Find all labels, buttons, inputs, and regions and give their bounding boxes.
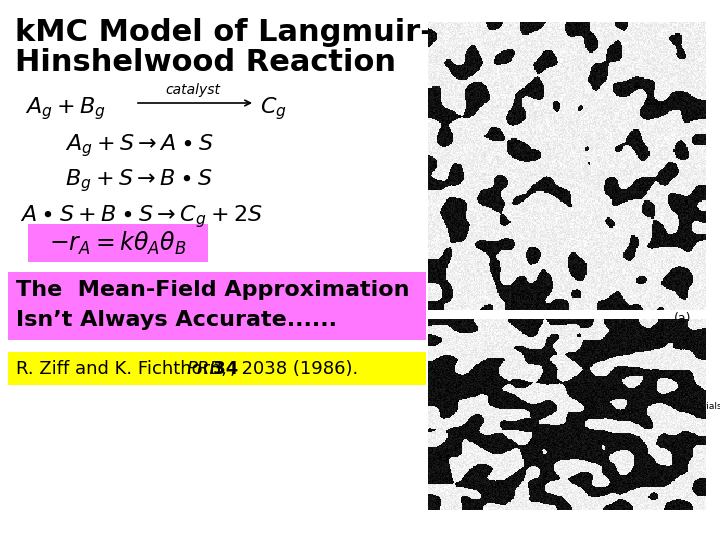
Text: $A_g + B_g$: $A_g + B_g$ <box>25 95 106 122</box>
Text: kMC Model of Langmuir-: kMC Model of Langmuir- <box>15 18 433 47</box>
Text: FIG. 1.  A representation of the adsorbed A (a) and B (b)
molecules on a 1024×10: FIG. 1. A representation of the adsorbed… <box>432 392 720 422</box>
Text: catalyst: catalyst <box>166 83 220 97</box>
Text: $-r_A = k\theta_A\theta_B$: $-r_A = k\theta_A\theta_B$ <box>49 230 186 256</box>
Text: , 2038 (1986).: , 2038 (1986). <box>230 360 358 377</box>
Text: $B_g + S \rightarrow B \bullet S$: $B_g + S \rightarrow B \bullet S$ <box>65 167 213 194</box>
FancyBboxPatch shape <box>8 352 426 385</box>
Text: $A_g + S \rightarrow A \bullet S$: $A_g + S \rightarrow A \bullet S$ <box>65 132 214 159</box>
Text: Hinshelwood Reaction: Hinshelwood Reaction <box>15 48 396 77</box>
Text: The  Mean-Field Approximation: The Mean-Field Approximation <box>16 280 410 300</box>
FancyBboxPatch shape <box>28 224 208 262</box>
Text: R. Ziff and K. Fichthorn,: R. Ziff and K. Fichthorn, <box>16 360 233 377</box>
FancyBboxPatch shape <box>8 272 426 340</box>
Text: $C_g$: $C_g$ <box>260 95 287 122</box>
Text: $A \bullet S + B \bullet S \rightarrow C_g + 2S$: $A \bullet S + B \bullet S \rightarrow C… <box>20 203 263 230</box>
Text: PRB: PRB <box>186 360 222 377</box>
Text: (a): (a) <box>674 312 692 325</box>
Text: (b): (b) <box>674 483 692 496</box>
Text: 34: 34 <box>207 360 238 377</box>
Text: Isn’t Always Accurate......: Isn’t Always Accurate...... <box>16 310 337 330</box>
